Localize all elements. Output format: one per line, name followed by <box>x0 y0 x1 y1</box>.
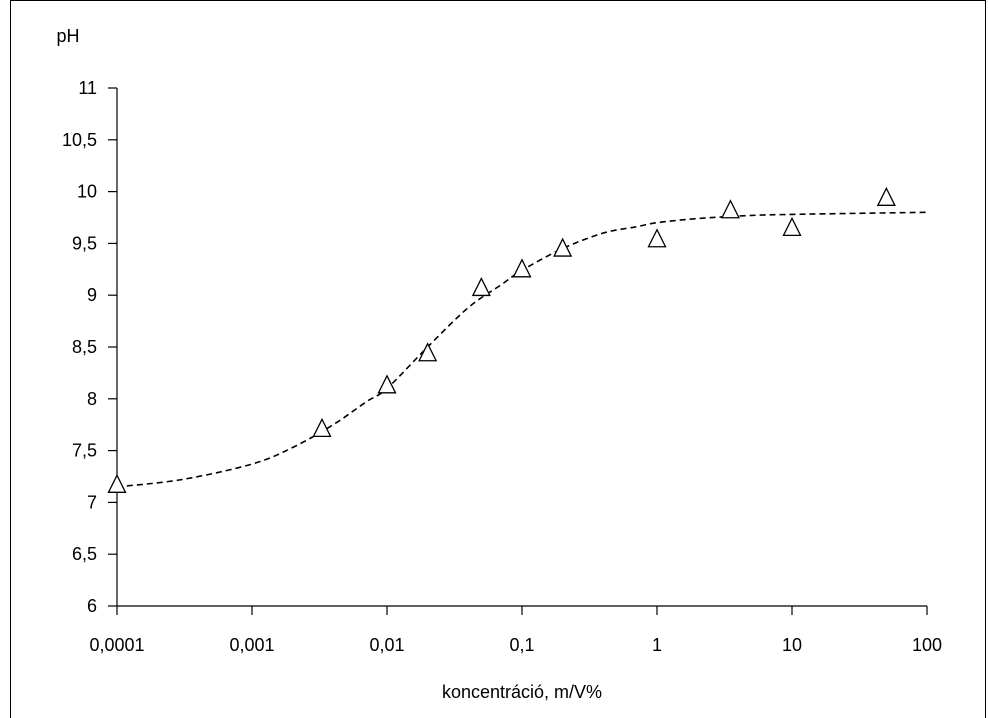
y-tick-label: 8 <box>87 389 97 409</box>
x-tick-label: 100 <box>912 635 942 655</box>
fit-curve <box>116 211 928 488</box>
data-points-layer <box>107 186 896 493</box>
x-tick-label: 0,0001 <box>89 635 144 655</box>
y-tick-label: 10 <box>77 182 97 202</box>
y-tick-label: 6,5 <box>72 544 97 564</box>
chart-frame <box>10 0 986 718</box>
y-tick-label: 9 <box>87 285 97 305</box>
data-point-triangle <box>647 228 667 248</box>
y-tick-label: 10,5 <box>62 130 97 150</box>
data-point-triangle <box>107 473 127 493</box>
x-axis-title: koncentráció, m/V% <box>442 682 602 702</box>
y-tick-label: 6 <box>87 596 97 616</box>
axes: 6 6,5 7 7,5 8 8,5 9 9,5 10 10,5 11 0,0001 0,001 0,01 0… <box>62 78 942 655</box>
y-tick-label: 7,5 <box>72 441 97 461</box>
data-point-triangle <box>312 417 332 437</box>
x-tick-label: 0,01 <box>369 635 404 655</box>
data-point-triangle <box>471 276 491 297</box>
x-tick-label: 0,1 <box>509 635 534 655</box>
data-point-triangle <box>782 216 802 237</box>
data-point-triangle <box>876 186 896 206</box>
y-tick-label: 8,5 <box>72 337 97 357</box>
y-axis-title: pH <box>56 26 79 46</box>
data-point-triangle <box>377 374 397 394</box>
data-point-triangle <box>512 258 532 278</box>
y-tick-label: 9,5 <box>72 233 97 253</box>
x-tick-label: 1 <box>652 635 662 655</box>
data-point-triangle <box>720 199 741 219</box>
x-tick-label: 0,001 <box>229 635 274 655</box>
data-point-triangle <box>553 237 573 257</box>
data-point-triangle <box>418 342 438 362</box>
y-tick-label: 11 <box>78 78 97 98</box>
fit-curve-layer <box>116 211 928 488</box>
y-tick-label: 7 <box>87 492 97 512</box>
x-tick-label: 10 <box>782 635 802 655</box>
